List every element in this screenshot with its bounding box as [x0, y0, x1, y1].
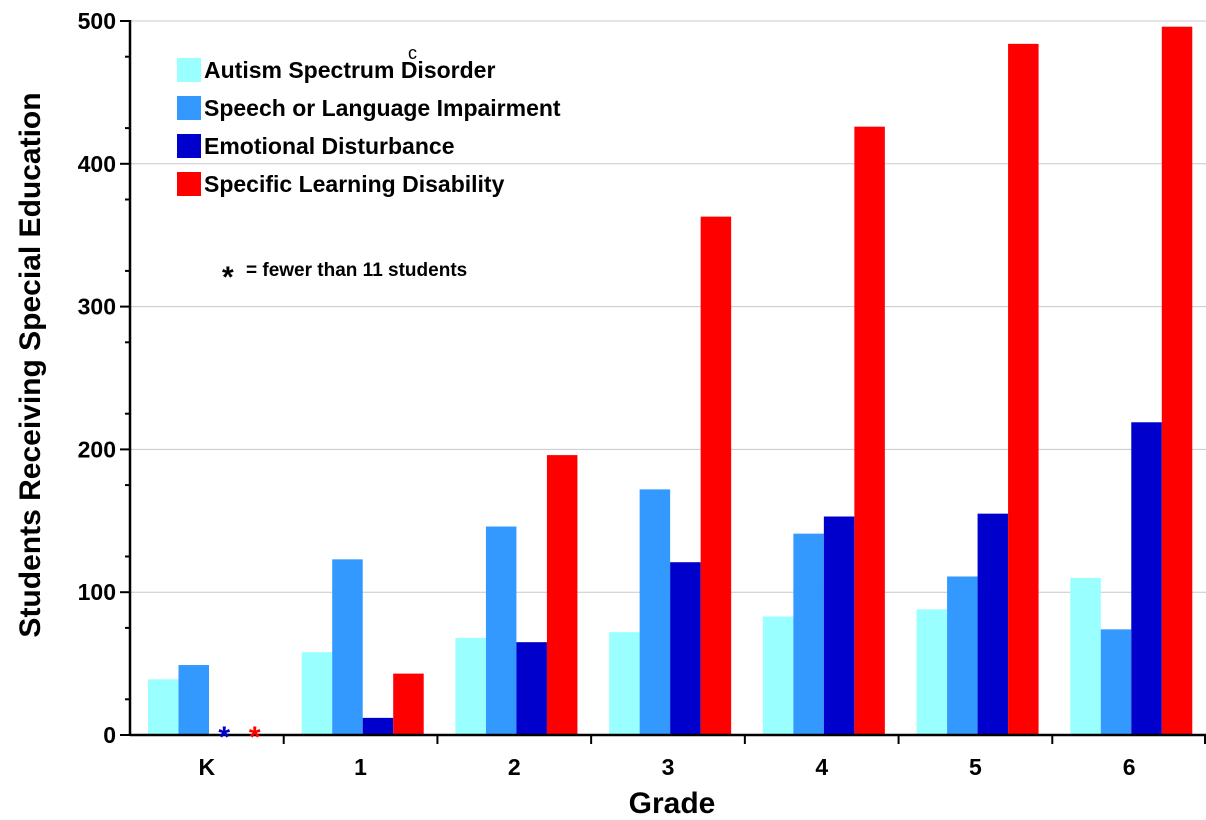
bar-speech-or-language-impairment-grade-4 — [793, 533, 824, 735]
bar-speech-or-language-impairment-grade-2 — [485, 526, 517, 735]
x-tick-label: 5 — [969, 754, 982, 780]
y-tick-label: 400 — [78, 151, 116, 177]
bar-emotional-disturbance-grade-5 — [977, 513, 1009, 735]
y-tick-label: 500 — [78, 8, 116, 34]
x-tick-label: 1 — [354, 754, 367, 780]
bar-specific-learning-disability-grade-3 — [700, 216, 732, 736]
bar-autism-spectrum-disorder-grade-6 — [1070, 577, 1101, 735]
legend-swatch — [177, 96, 201, 120]
bar-specific-learning-disability-grade-4 — [854, 126, 885, 735]
y-tick-label: 300 — [78, 294, 116, 320]
x-tick-label: 4 — [815, 754, 828, 780]
y-ticks: 0 100 200 300 400 500 — [78, 8, 130, 748]
legend: Autism Spectrum Disorder Speech or Langua… — [177, 57, 561, 197]
x-tick-label: 2 — [508, 754, 521, 780]
bar-emotional-disturbance-grade-2 — [516, 642, 547, 735]
legend-label: Specific Learning Disability — [204, 171, 505, 197]
bar-speech-or-language-impairment-grade-k — [178, 665, 209, 735]
bar-autism-spectrum-disorder-grade-4 — [762, 616, 794, 735]
bar-speech-or-language-impairment-grade-5 — [947, 576, 978, 735]
legend-label: Autism Spectrum Disorder — [204, 57, 495, 83]
suppressed-marker: * — [218, 721, 230, 754]
bar-autism-spectrum-disorder-grade-3 — [609, 632, 640, 735]
bar-autism-spectrum-disorder-grade-5 — [916, 609, 948, 735]
x-tick-label: 3 — [662, 754, 675, 780]
x-ticks: K 1 2 3 4 5 6 — [199, 735, 1206, 780]
bar-speech-or-language-impairment-grade-6 — [1100, 629, 1132, 735]
bar-specific-learning-disability-grade-2 — [546, 455, 578, 735]
bar-specific-learning-disability-grade-1 — [393, 673, 424, 735]
x-tick-label: 6 — [1123, 754, 1136, 780]
y-axis-title: Students Receiving Special Education — [14, 92, 47, 637]
bar-speech-or-language-impairment-grade-3 — [639, 489, 671, 735]
bar-specific-learning-disability-grade-5 — [1008, 43, 1039, 735]
bar-autism-spectrum-disorder-grade-k — [148, 679, 179, 735]
bar-speech-or-language-impairment-grade-1 — [332, 559, 363, 735]
suppressed-marker: * — [249, 721, 261, 754]
x-tick-label: K — [199, 754, 216, 780]
legend-label: Speech or Language Impairment — [204, 95, 561, 121]
bar-autism-spectrum-disorder-grade-1 — [301, 652, 333, 735]
stray-glyph: c — [408, 43, 417, 63]
suppressed-markers: * * — [218, 721, 261, 754]
axes — [128, 20, 1206, 737]
bar-emotional-disturbance-grade-1 — [362, 717, 394, 735]
note-star: * — [222, 261, 234, 294]
x-axis-title: Grade — [629, 787, 716, 820]
bar-autism-spectrum-disorder-grade-2 — [455, 637, 486, 735]
y-tick-label: 0 — [103, 722, 116, 748]
bar-emotional-disturbance-grade-6 — [1131, 422, 1162, 735]
note-text: = fewer than 11 students — [246, 260, 467, 281]
legend-swatch — [177, 172, 201, 196]
bar-emotional-disturbance-grade-4 — [823, 516, 855, 735]
y-tick-label: 100 — [78, 579, 116, 605]
bar-specific-learning-disability-grade-6 — [1161, 26, 1193, 736]
bars — [148, 26, 1193, 736]
legend-label: Emotional Disturbance — [204, 133, 454, 159]
legend-swatch — [177, 58, 201, 82]
note: * = fewer than 11 students — [222, 260, 467, 294]
y-tick-label: 200 — [78, 436, 116, 462]
bar-emotional-disturbance-grade-3 — [670, 562, 701, 735]
legend-swatch — [177, 134, 201, 158]
